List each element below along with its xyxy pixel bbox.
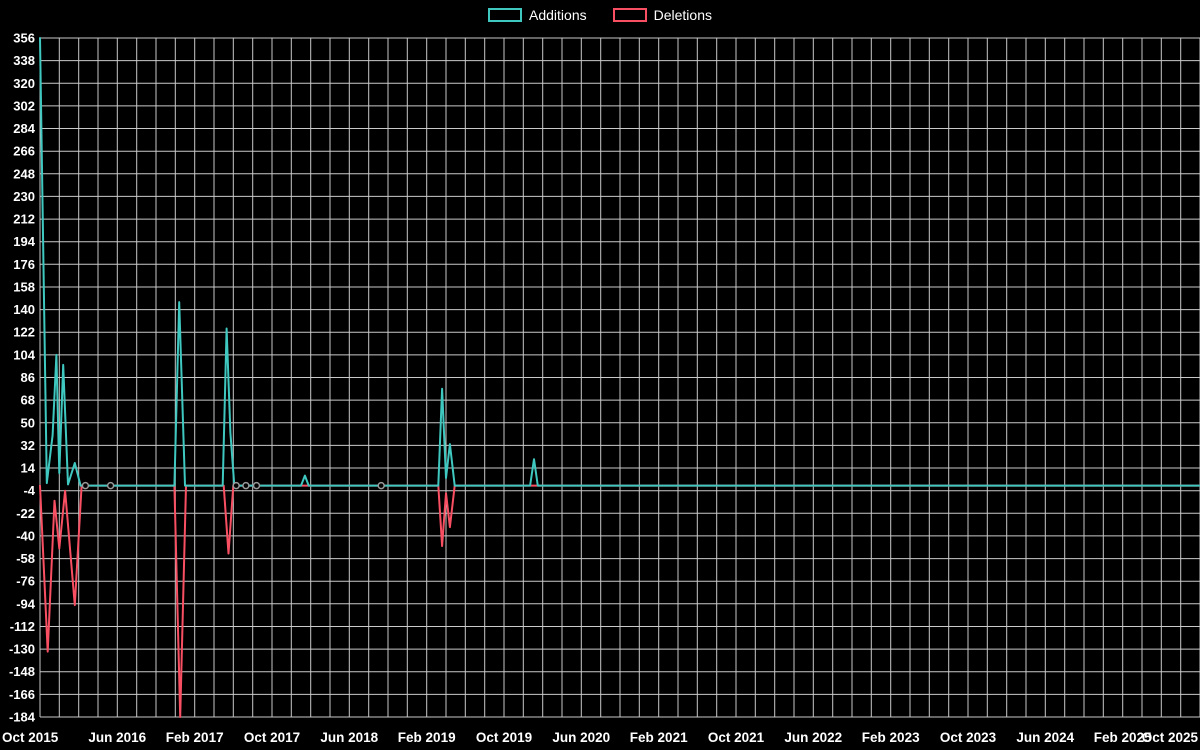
- svg-text:-94: -94: [16, 596, 36, 611]
- svg-text:212: 212: [13, 212, 35, 227]
- svg-text:Oct 2021: Oct 2021: [708, 730, 765, 745]
- svg-text:104: 104: [13, 347, 35, 362]
- svg-text:Feb 2021: Feb 2021: [630, 730, 688, 745]
- svg-text:Oct 2023: Oct 2023: [940, 730, 997, 745]
- svg-text:Jun 2016: Jun 2016: [88, 730, 146, 745]
- svg-text:230: 230: [13, 189, 35, 204]
- svg-text:Jun 2024: Jun 2024: [1016, 730, 1074, 745]
- svg-text:122: 122: [13, 325, 35, 340]
- svg-text:Oct 2019: Oct 2019: [476, 730, 532, 745]
- svg-text:-130: -130: [9, 642, 35, 657]
- svg-text:Jun 2020: Jun 2020: [552, 730, 610, 745]
- svg-text:Feb 2023: Feb 2023: [862, 730, 920, 745]
- svg-text:-40: -40: [16, 528, 35, 543]
- svg-text:-184: -184: [9, 710, 36, 725]
- svg-text:-22: -22: [16, 506, 35, 521]
- legend-item-deletions[interactable]: Deletions: [612, 7, 712, 23]
- svg-text:-4: -4: [23, 483, 35, 498]
- svg-text:140: 140: [13, 302, 35, 317]
- legend-item-additions[interactable]: Additions: [488, 7, 587, 23]
- svg-text:-58: -58: [16, 551, 35, 566]
- svg-text:356: 356: [13, 31, 35, 46]
- svg-text:-166: -166: [9, 687, 35, 702]
- svg-text:-112: -112: [10, 619, 35, 634]
- additions-swatch-icon: [488, 8, 523, 22]
- chart-legend: Additions Deletions: [0, 7, 1200, 23]
- svg-text:Jun 2018: Jun 2018: [320, 730, 378, 745]
- svg-text:86: 86: [21, 370, 35, 385]
- svg-text:266: 266: [13, 144, 35, 159]
- svg-text:32: 32: [21, 438, 35, 453]
- svg-text:Feb 2025: Feb 2025: [1094, 730, 1152, 745]
- svg-text:158: 158: [13, 280, 35, 295]
- legend-label-additions: Additions: [529, 7, 587, 23]
- svg-text:Feb 2019: Feb 2019: [398, 730, 456, 745]
- svg-text:248: 248: [13, 166, 35, 181]
- deletions-swatch-icon: [612, 8, 647, 22]
- svg-text:Jun 2022: Jun 2022: [784, 730, 842, 745]
- svg-text:320: 320: [13, 76, 35, 91]
- svg-text:338: 338: [13, 53, 35, 68]
- svg-text:302: 302: [13, 98, 35, 113]
- svg-text:194: 194: [13, 234, 35, 249]
- svg-text:284: 284: [13, 121, 35, 136]
- legend-label-deletions: Deletions: [653, 7, 712, 23]
- svg-text:176: 176: [13, 257, 35, 272]
- svg-text:-148: -148: [9, 664, 35, 679]
- svg-text:Oct 2025: Oct 2025: [1142, 730, 1199, 745]
- svg-text:68: 68: [21, 393, 35, 408]
- svg-text:Oct 2015: Oct 2015: [2, 730, 59, 745]
- svg-text:14: 14: [21, 461, 36, 476]
- svg-text:Oct 2017: Oct 2017: [244, 730, 300, 745]
- svg-text:-76: -76: [16, 574, 35, 589]
- svg-text:Feb 2017: Feb 2017: [166, 730, 224, 745]
- svg-text:50: 50: [21, 415, 35, 430]
